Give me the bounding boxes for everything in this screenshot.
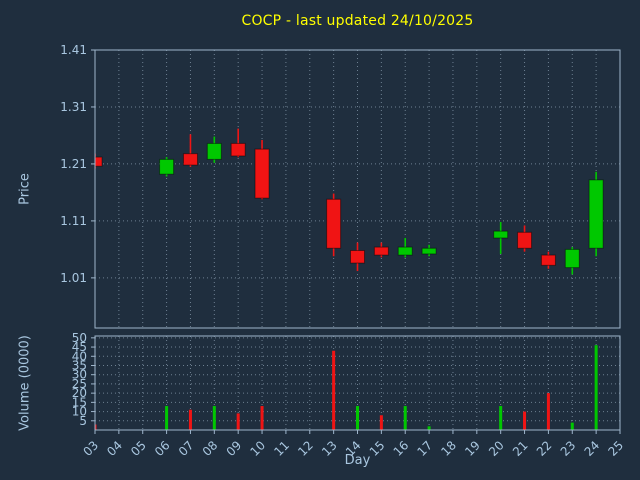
volume-tick-label: 35 <box>72 358 87 372</box>
candle-body <box>517 231 533 249</box>
volume-bar <box>594 345 598 430</box>
volume-bar <box>95 424 97 430</box>
volume-bar <box>165 406 169 430</box>
x-axis-label: Day <box>344 453 371 468</box>
volume-axis-label: Volume (0000) <box>17 335 33 431</box>
volume-tick-label: 50 <box>72 331 87 345</box>
chart-title: COCP - last updated 24/10/2025 <box>241 13 474 29</box>
candles <box>95 128 604 275</box>
candle-body <box>254 148 270 199</box>
candle-body <box>159 158 175 175</box>
volume-tick-label: 45 <box>72 340 87 354</box>
candle-body <box>326 198 342 249</box>
volume-tick-label: 10 <box>72 405 87 419</box>
candle-body <box>421 247 437 255</box>
price-axis-label: Price <box>17 173 33 205</box>
candle-body <box>540 254 556 266</box>
candle-body <box>350 250 365 264</box>
volume-bar <box>523 411 527 430</box>
volume-tick-label: 5 <box>79 414 87 428</box>
volume-bar <box>188 409 192 430</box>
volume-bar <box>570 422 574 430</box>
candle-body <box>493 230 509 239</box>
price-tick-label: 1.11 <box>60 214 87 228</box>
volume-bar <box>236 413 240 430</box>
volume-bar <box>499 406 503 430</box>
volume-bar <box>332 350 336 430</box>
volume-bars <box>95 345 598 430</box>
volume-tick-label: 25 <box>72 377 87 391</box>
price-plot-frame <box>94 49 621 329</box>
candle-body <box>373 246 389 256</box>
volume-bar <box>427 426 431 430</box>
candle-body <box>230 142 246 157</box>
candle-body <box>182 153 198 166</box>
candle-body <box>564 248 580 269</box>
price-tick-label: 1.31 <box>60 100 87 114</box>
price-tick-label: 1.01 <box>60 271 87 285</box>
volume-bar <box>403 406 407 430</box>
volume-bar <box>260 406 264 430</box>
volume-tick-label: 40 <box>72 349 87 363</box>
candle-body <box>588 179 604 249</box>
volume-bar <box>212 406 216 430</box>
candle-body <box>206 142 222 160</box>
volume-tick-label: 30 <box>72 368 87 382</box>
volume-bar <box>546 393 550 430</box>
volume-bar <box>356 406 359 430</box>
price-tick-label: 1.41 <box>60 43 87 57</box>
volume-bar <box>379 415 383 430</box>
volume-tick-label: 20 <box>72 386 87 400</box>
volume-tick-label: 15 <box>72 395 87 409</box>
candle-body <box>397 246 413 256</box>
price-tick-label: 1.21 <box>60 157 87 171</box>
candle-body <box>95 156 103 167</box>
